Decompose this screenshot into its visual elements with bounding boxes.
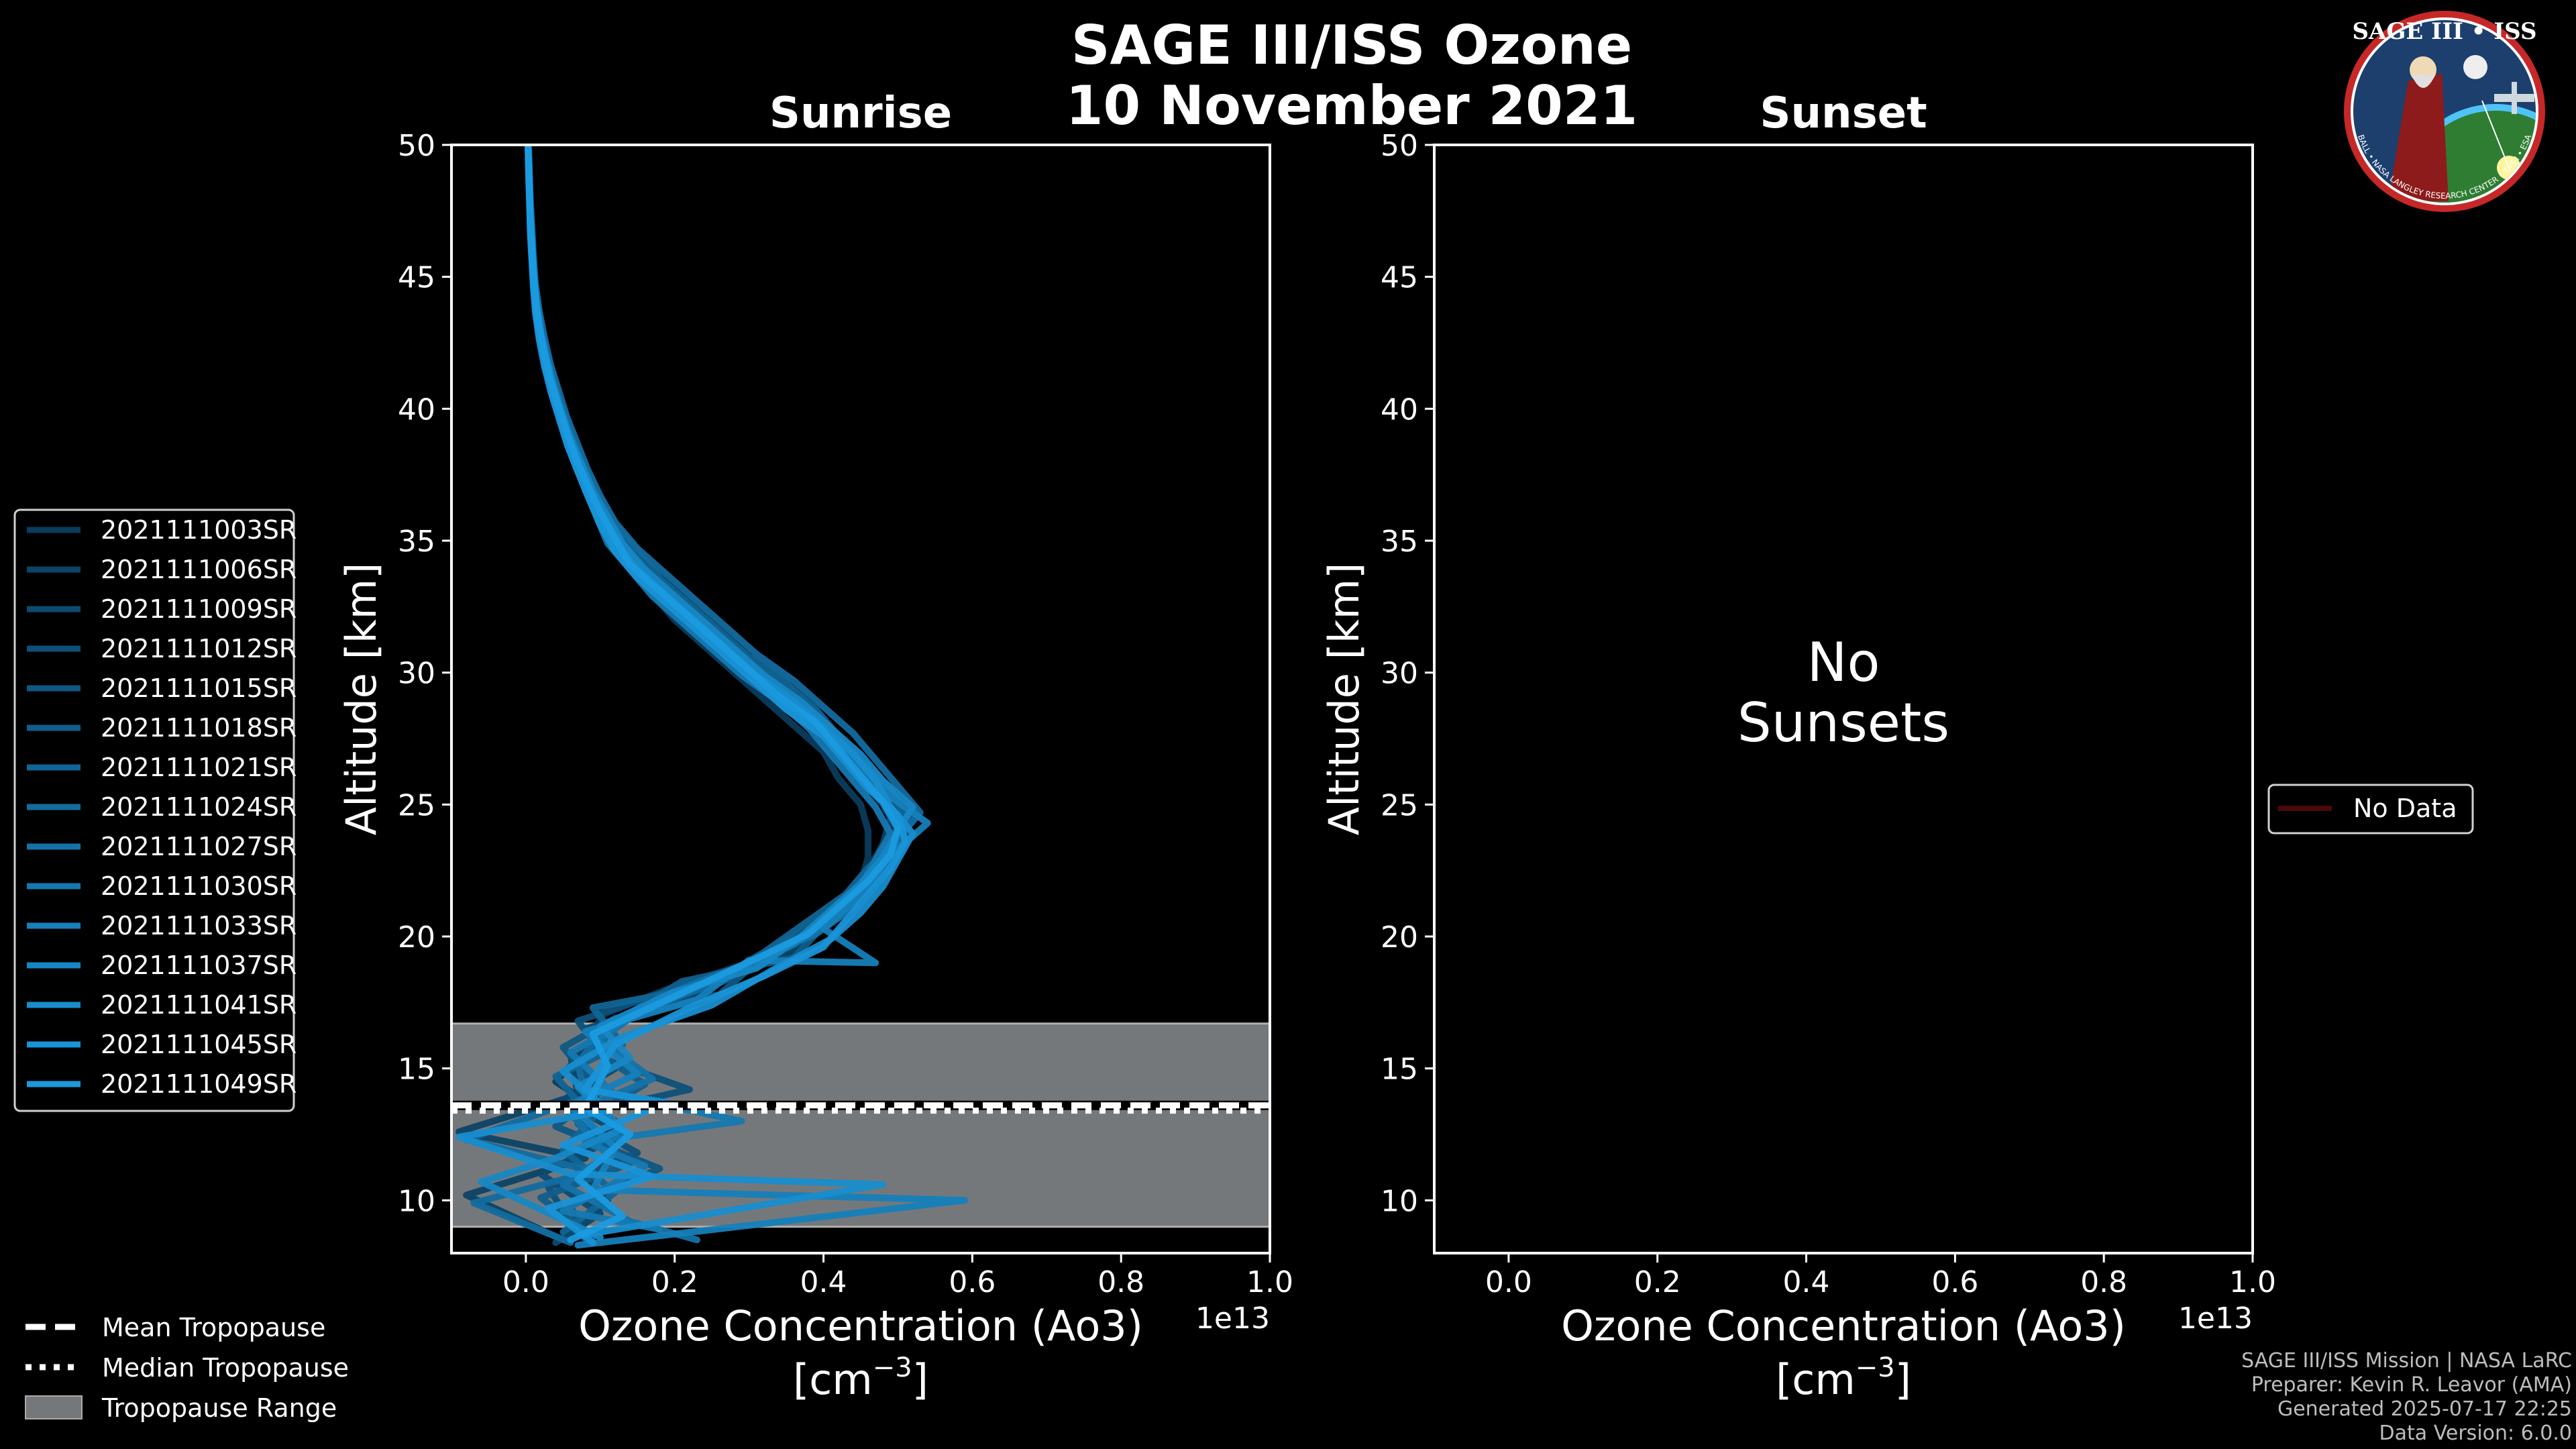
sunrise-x-tick-label: 0.6 [949,1265,996,1299]
sunrise-y-tick-label: 50 [398,129,435,163]
sunrise-legend-frame [13,508,295,1112]
sunset-y-tick-label: 30 [1381,657,1418,691]
sunset-x-ticks: 0.0 0.2 0.4 0.6 0.8 1.0 [1485,1253,2276,1299]
legend-label-2021111049SR: 2021111049SR [101,1069,297,1099]
sunset-x-unit-exponent: −3 [1856,1352,1895,1383]
legend-label-2021111024SR: 2021111024SR [101,792,297,822]
sunrise-y-axis-label: Altitude [km] [337,563,386,836]
sunrise-x-tick-label: 0.8 [1097,1265,1144,1299]
mean-tropopause-label: Mean Tropopause [102,1313,325,1342]
sunset-y-tick-label: 35 [1381,525,1418,559]
sunset-x-tick-label: 0.4 [1783,1265,1830,1299]
figure-title-line1: SAGE III/ISS Ozone [1071,14,1632,76]
footer-line-2: Preparer: Kevin R. Leavor (AMA) [2251,1373,2572,1397]
badge-top-text: SAGE III • ISS [2352,18,2536,45]
sunrise-y-tick-label: 15 [398,1053,435,1087]
sunset-x-tick-label: 0.8 [2080,1265,2127,1299]
sunrise-x-axis-unit: [cm−3] [793,1352,928,1404]
sunrise-y-tick-label: 35 [398,525,435,559]
legend-label-2021111021SR: 2021111021SR [101,753,297,782]
sunset-y-tick-label: 15 [1381,1053,1418,1087]
profile-line-2021111049SR [525,145,902,1244]
sunset-x-axis-unit: [cm−3] [1776,1352,1911,1404]
sunset-y-ticks: 10 15 20 25 30 35 40 45 50 [1381,129,1434,1218]
legend-label-2021111009SR: 2021111009SR [101,594,297,624]
footer-line-1: SAGE III/ISS Mission | NASA LaRC [2241,1349,2572,1373]
mission-badge-logo: SAGE III • ISS BALL • NASA LANGLEY RESEA… [2344,11,2545,212]
sunrise-x-unit-close: ] [912,1355,928,1404]
legend-label-2021111033SR: 2021111033SR [101,911,297,941]
legend-label-2021111018SR: 2021111018SR [101,713,297,743]
legend-label-2021111006SR: 2021111006SR [101,555,297,584]
sunrise-series-legend: 2021111003SR 2021111006SR 2021111009SR 2021… [13,508,297,1112]
legend-label-2021111012SR: 2021111012SR [101,634,297,663]
sunrise-y-tick-label: 30 [398,657,435,691]
sunset-y-tick-label: 45 [1381,261,1418,295]
sunrise-x-axis-label: Ozone Concentration (Ao3) [578,1301,1143,1350]
figure-title-line2: 10 November 2021 [1066,74,1638,137]
sunrise-x-tick-label: 0.0 [502,1265,549,1299]
sunrise-y-ticks: 10 15 20 25 30 35 40 45 50 [398,129,451,1218]
sunset-x-unit-close: ] [1895,1355,1911,1404]
sunrise-x-offset-label: 1e13 [1195,1301,1270,1336]
tropopause-legend: Mean Tropopause Median Tropopause Tropop… [25,1313,349,1423]
sunset-x-tick-label: 0.0 [1485,1265,1532,1299]
sunrise-y-tick-label: 20 [398,920,435,955]
sunset-panel-title: Sunset [1760,89,1927,138]
sunset-legend-frame [2267,784,2474,835]
tropopause-range-label: Tropopause Range [101,1393,337,1423]
sunrise-chart: 0.0 0.2 0.4 0.6 0.8 1.0 10 15 20 25 30 35 40 45 50 1e… [337,129,1293,1404]
sunset-x-tick-label: 0.2 [1634,1265,1681,1299]
sunset-y-tick-label: 20 [1381,920,1418,955]
sunrise-x-tick-label: 0.2 [651,1265,698,1299]
sunset-plot-area [1434,145,2253,1253]
badge-robed-figure [2388,74,2449,201]
sunrise-panel-title: Sunrise [769,89,952,138]
no-data-legend-label: No Data [2353,794,2457,823]
sunset-x-unit-open: [cm [1776,1355,1856,1404]
legend-label-2021111027SR: 2021111027SR [101,832,297,861]
sunset-x-tick-label: 1.0 [2229,1265,2276,1299]
legend-label-2021111015SR: 2021111015SR [101,674,297,703]
sunset-y-tick-label: 50 [1381,129,1418,163]
sunrise-x-tick-label: 1.0 [1246,1265,1293,1299]
sunrise-profile-lines [455,145,969,1249]
sunrise-x-unit-open: [cm [793,1355,873,1404]
no-sunsets-line2: Sunsets [1737,692,1949,754]
legend-label-2021111037SR: 2021111037SR [101,951,297,980]
sunset-plot-frame [1433,144,2254,1254]
sunrise-x-tick-label: 0.4 [800,1265,847,1299]
sunrise-x-ticks: 0.0 0.2 0.4 0.6 0.8 1.0 [502,1253,1293,1299]
badge-moon [2463,55,2487,79]
sunset-y-tick-label: 10 [1381,1184,1418,1218]
footer-credits: SAGE III/ISS Mission | NASA LaRC Prepare… [2241,1349,2572,1445]
sunrise-x-unit-exponent: −3 [873,1352,912,1383]
legend-label-2021111045SR: 2021111045SR [101,1030,297,1059]
sunset-x-axis-label: Ozone Concentration (Ao3) [1561,1301,2126,1350]
sunrise-plot-frame [450,144,1271,1254]
footer-line-3: Generated 2025-07-17 22:25 [2277,1397,2572,1421]
sunrise-y-tick-label: 10 [398,1184,435,1218]
sunset-legend: No Data [2267,784,2474,835]
sunrise-tropopause-lines [451,1100,1270,1114]
sunset-y-axis-label: Altitude [km] [1320,563,1368,836]
sunset-y-tick-label: 40 [1381,392,1418,427]
sunset-x-tick-label: 0.6 [1931,1265,1978,1299]
sunrise-y-tick-label: 25 [398,788,435,822]
tropopause-range-swatch [25,1395,83,1419]
sunset-x-offset-label: 1e13 [2178,1301,2253,1336]
legend-label-2021111003SR: 2021111003SR [101,515,297,545]
legend-label-2021111041SR: 2021111041SR [101,990,297,1020]
sunset-chart: 0.0 0.2 0.4 0.6 0.8 1.0 10 15 20 25 30 35 40 45 50 No… [1320,129,2276,1404]
legend-label-2021111030SR: 2021111030SR [101,871,297,901]
no-sunsets-line1: No [1807,631,1880,694]
footer-line-4: Data Version: 6.0.0 [2379,1421,2572,1445]
median-tropopause-label: Median Tropopause [102,1353,349,1383]
sunset-y-tick-label: 25 [1381,788,1418,822]
sunrise-y-tick-label: 45 [398,261,435,295]
sunrise-y-tick-label: 40 [398,392,435,427]
